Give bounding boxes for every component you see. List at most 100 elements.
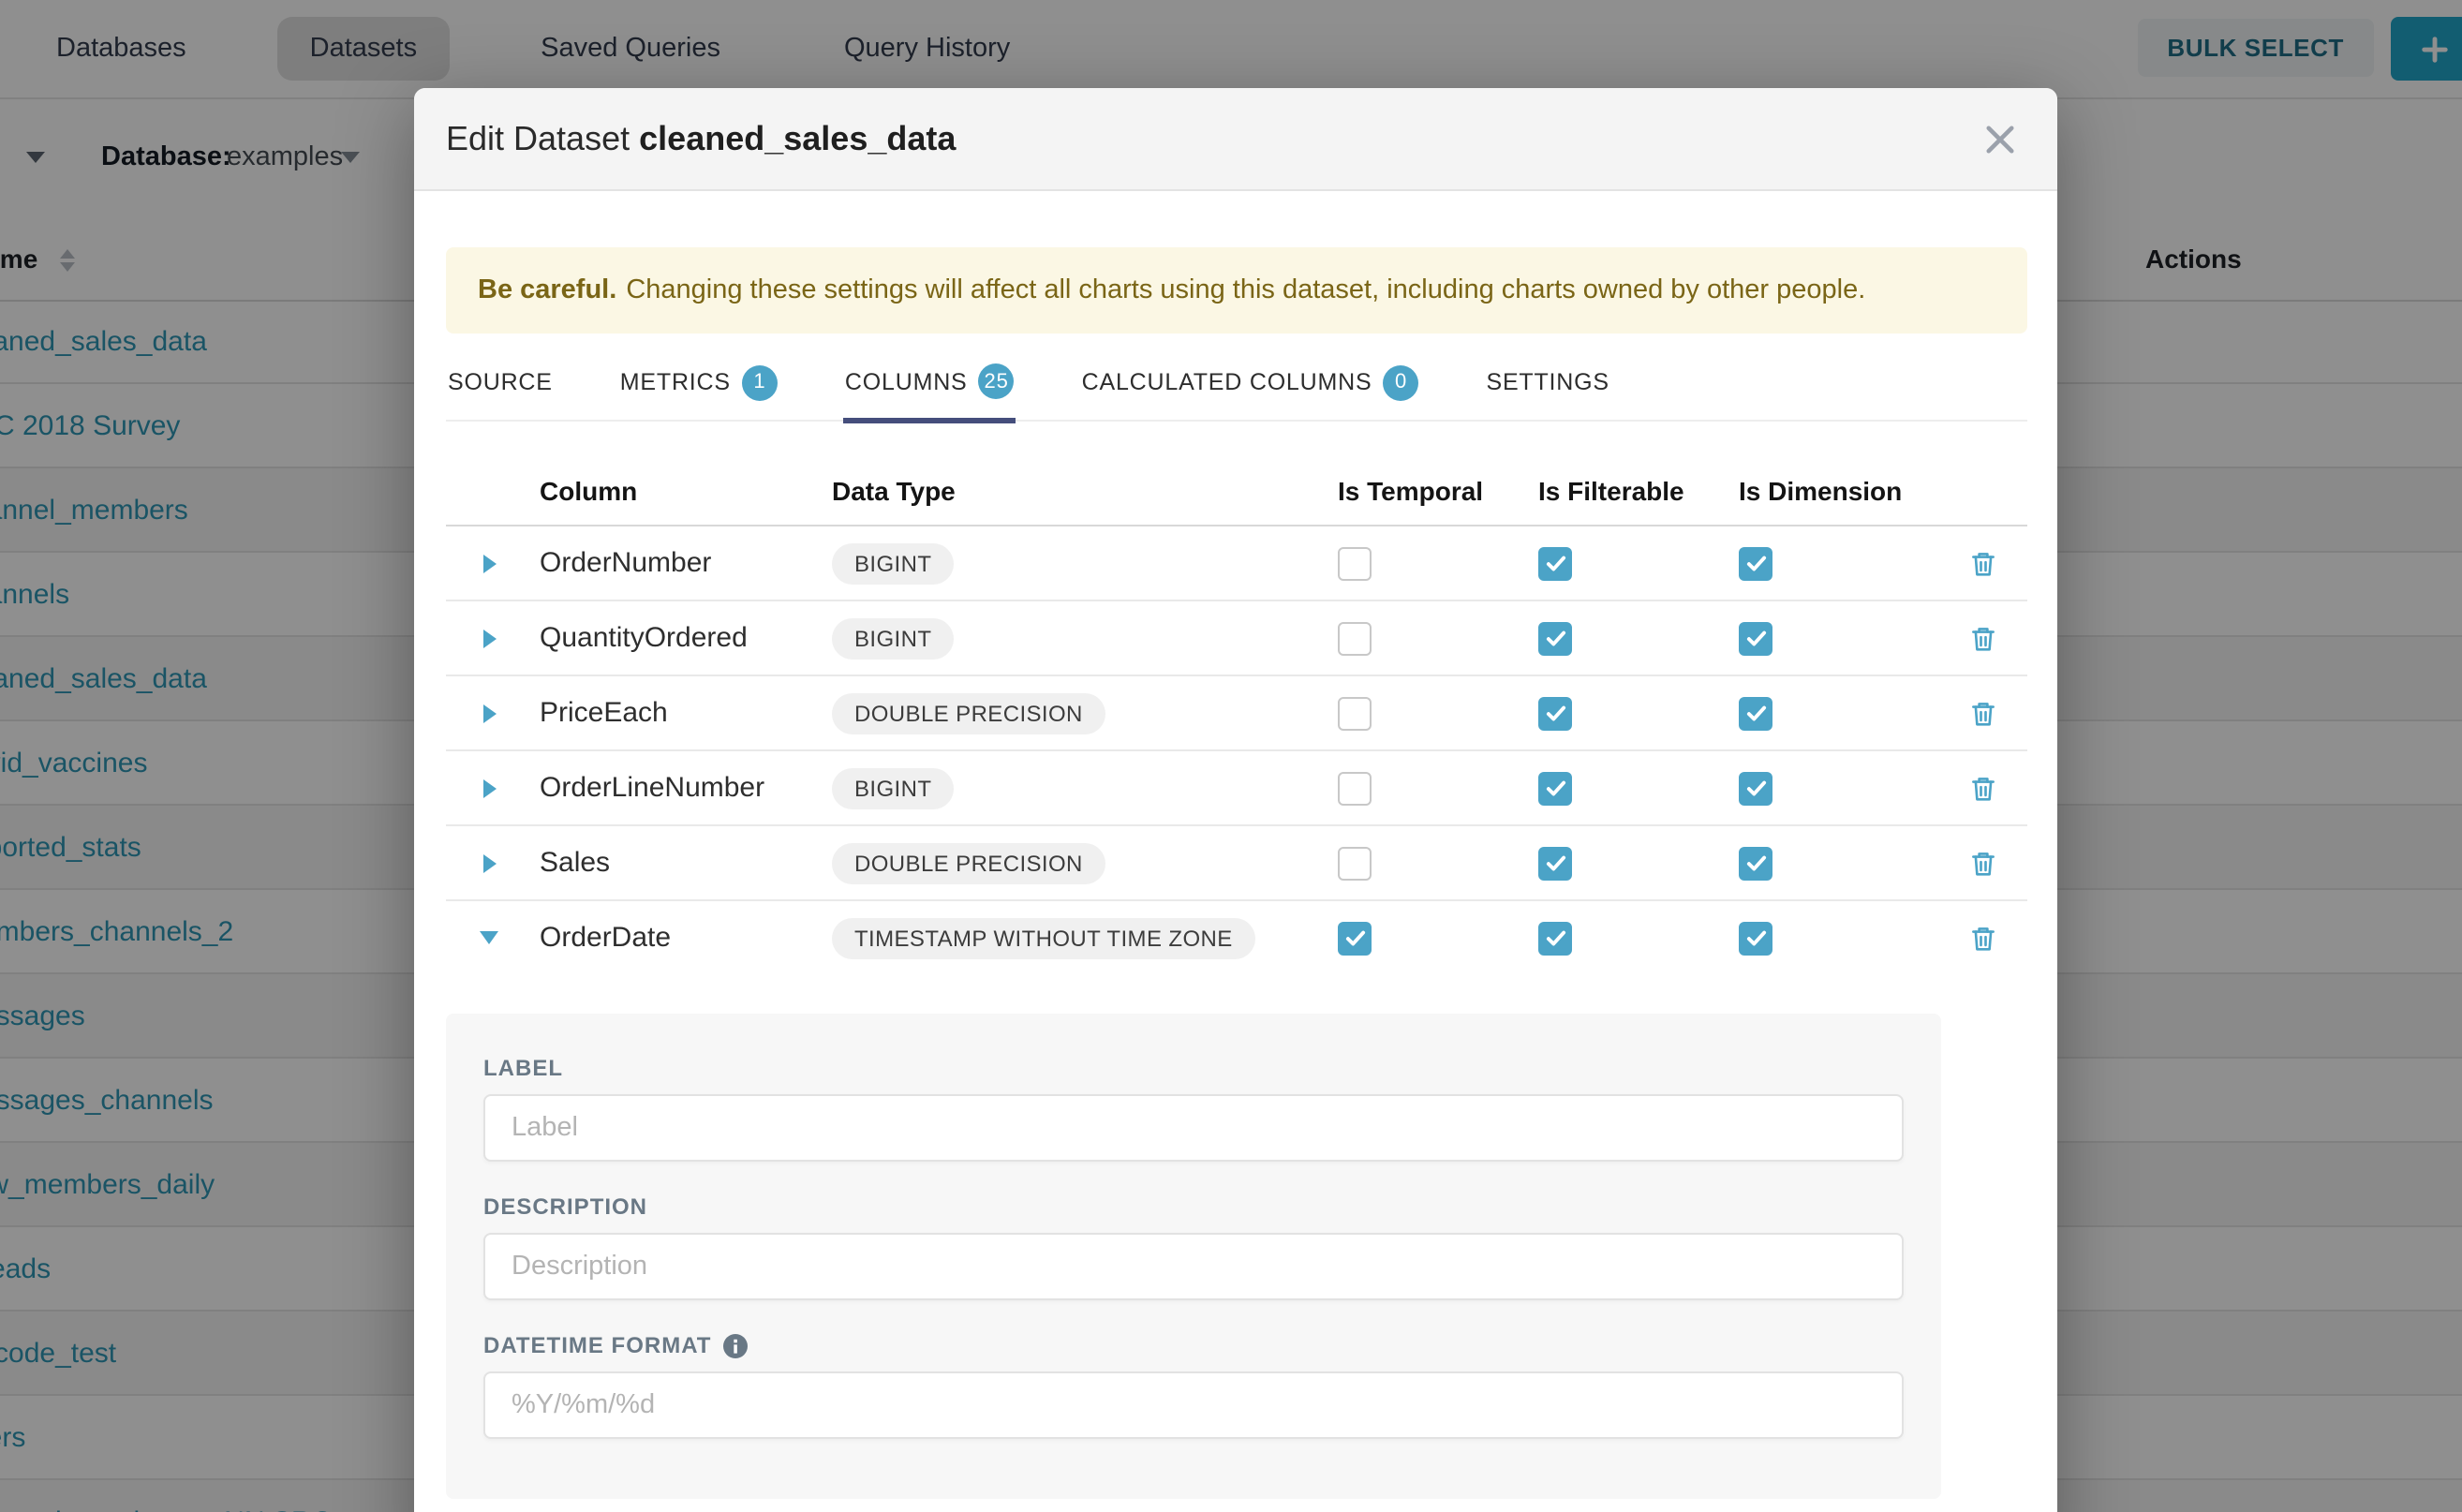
expand-caret-icon[interactable]	[483, 554, 497, 572]
is-dimension-checkbox[interactable]	[1739, 846, 1772, 880]
delete-column-button[interactable]	[1968, 923, 1996, 953]
dataset-link[interactable]: cleaned_sales_data	[0, 325, 207, 357]
nav-tab-databases[interactable]: Databases	[56, 34, 186, 64]
delete-column-button[interactable]	[1968, 848, 1996, 878]
tab-calculated-columns[interactable]: CALCULATED COLUMNS 0	[1080, 360, 1421, 420]
tab-source[interactable]: SOURCE	[446, 360, 555, 420]
tab-metrics[interactable]: METRICS 1	[618, 360, 779, 420]
column-row: PriceEach DOUBLE PRECISION	[446, 676, 2027, 751]
modal-header: Edit Dataset cleaned_sales_data	[414, 88, 2057, 191]
tab-count-badge: 25	[978, 363, 1015, 399]
nav-tab-datasets[interactable]: Datasets	[277, 17, 450, 81]
is-dimension-checkbox[interactable]	[1739, 621, 1772, 655]
expand-caret-icon[interactable]	[483, 629, 497, 647]
tab-label: SETTINGS	[1486, 369, 1609, 395]
column-name: PriceEach	[540, 697, 668, 729]
modal-title-dataset-name: cleaned_sales_data	[639, 119, 957, 156]
close-button[interactable]	[1982, 122, 2016, 156]
dataset-link[interactable]: messages_channels	[0, 1084, 214, 1116]
tab-label: CALCULATED COLUMNS	[1081, 369, 1372, 395]
tab-count-badge: 0	[1383, 364, 1419, 400]
is-temporal-checkbox[interactable]	[1338, 621, 1372, 655]
tab-settings[interactable]: SETTINGS	[1484, 360, 1610, 420]
dataset-link[interactable]: channel_members	[0, 494, 188, 526]
info-icon[interactable]	[722, 1333, 748, 1357]
tab-label: METRICS	[619, 369, 731, 395]
is-temporal-checkbox[interactable]	[1338, 921, 1372, 955]
dataset-link[interactable]: unicode_test	[0, 1337, 117, 1369]
is-filterable-checkbox[interactable]	[1538, 696, 1572, 730]
is-filterable-checkbox[interactable]	[1538, 546, 1572, 580]
dataset-link[interactable]: users	[0, 1421, 26, 1453]
is-filterable-checkbox[interactable]	[1538, 846, 1572, 880]
warning-banner: Be careful. Changing these settings will…	[446, 247, 2027, 334]
chevron-down-icon[interactable]	[26, 152, 45, 163]
actions-column-header: Actions	[2145, 244, 2242, 274]
column-editor-panel: LABEL DESCRIPTION DATETIME FORMAT	[446, 1014, 1941, 1499]
add-dataset-button[interactable]	[2391, 17, 2462, 81]
description-input[interactable]	[483, 1233, 1904, 1300]
data-type-pill: BIGINT	[832, 617, 955, 659]
data-type-pill: BIGINT	[832, 542, 955, 584]
column-header-column: Column	[540, 476, 638, 506]
sort-icon[interactable]	[60, 249, 75, 272]
datetime-format-input[interactable]	[483, 1371, 1904, 1439]
dataset-link[interactable]: FCC 2018 Survey	[0, 409, 181, 441]
collapse-caret-icon[interactable]	[480, 931, 498, 944]
delete-column-button[interactable]	[1968, 623, 1996, 653]
dataset-link[interactable]: users_channels-uzooNNtSRO	[0, 1505, 334, 1512]
close-icon	[1985, 125, 2013, 153]
datetime-format-field-label: DATETIME FORMAT	[483, 1332, 1904, 1358]
plus-icon	[2421, 36, 2447, 62]
modal-title-prefix: Edit Dataset	[446, 119, 630, 156]
modal-title: Edit Dataset cleaned_sales_data	[446, 119, 956, 158]
dataset-link[interactable]: threads	[0, 1253, 52, 1284]
is-filterable-checkbox[interactable]	[1538, 771, 1572, 805]
dataset-link[interactable]: new_members_daily	[0, 1168, 215, 1200]
nav-tab-query-history[interactable]: Query History	[843, 34, 1011, 64]
data-type-pill: DOUBLE PRECISION	[832, 692, 1105, 734]
nav-tab-saved-queries[interactable]: Saved Queries	[541, 34, 720, 64]
label-input[interactable]	[483, 1094, 1904, 1162]
is-filterable-checkbox[interactable]	[1538, 621, 1572, 655]
warning-bold-text: Be careful.	[478, 275, 617, 305]
dataset-link[interactable]: members_channels_2	[0, 915, 234, 947]
expand-caret-icon[interactable]	[483, 778, 497, 797]
name-column-header[interactable]: Name	[0, 244, 38, 274]
is-dimension-checkbox[interactable]	[1739, 546, 1772, 580]
dataset-link[interactable]: channels	[0, 578, 70, 610]
column-row: OrderDate TIMESTAMP WITHOUT TIME ZONE	[446, 901, 2027, 974]
tab-columns[interactable]: COLUMNS 25	[842, 360, 1016, 423]
is-dimension-checkbox[interactable]	[1739, 696, 1772, 730]
is-temporal-checkbox[interactable]	[1338, 546, 1372, 580]
delete-column-button[interactable]	[1968, 698, 1996, 728]
column-row: Sales DOUBLE PRECISION	[446, 826, 2027, 901]
expand-caret-icon[interactable]	[483, 853, 497, 872]
data-type-pill: DOUBLE PRECISION	[832, 842, 1105, 883]
database-filter-value[interactable]: examples	[227, 142, 344, 172]
dataset-link[interactable]: exported_stats	[0, 831, 141, 863]
is-dimension-checkbox[interactable]	[1739, 771, 1772, 805]
column-header-data-type: Data Type	[832, 476, 956, 506]
is-temporal-checkbox[interactable]	[1338, 696, 1372, 730]
dataset-link[interactable]: covid_vaccines	[0, 747, 148, 778]
delete-column-button[interactable]	[1968, 773, 1996, 803]
delete-column-button[interactable]	[1968, 548, 1996, 578]
is-dimension-checkbox[interactable]	[1739, 921, 1772, 955]
dataset-link[interactable]: cleaned_sales_data	[0, 662, 207, 694]
column-row: OrderLineNumber BIGINT	[446, 751, 2027, 826]
expand-caret-icon[interactable]	[483, 704, 497, 722]
is-temporal-checkbox[interactable]	[1338, 846, 1372, 880]
dataset-link[interactable]: messages	[0, 1000, 85, 1031]
is-filterable-checkbox[interactable]	[1538, 921, 1572, 955]
chevron-down-icon[interactable]	[341, 152, 360, 163]
label-field-label: LABEL	[483, 1055, 563, 1081]
edit-dataset-modal: Edit Dataset cleaned_sales_data Be caref…	[414, 88, 2057, 1512]
modal-tabs: SOURCE METRICS 1 COLUMNS 25 CALCULATED COLUMN…	[446, 360, 2027, 423]
column-name: OrderNumber	[540, 547, 712, 579]
bulk-select-button[interactable]: BULK SELECT	[2137, 19, 2374, 77]
is-temporal-checkbox[interactable]	[1338, 771, 1372, 805]
columns-table: Column Data Type Is Temporal Is Filterable I…	[446, 457, 2027, 974]
column-name: QuantityOrdered	[540, 622, 748, 654]
